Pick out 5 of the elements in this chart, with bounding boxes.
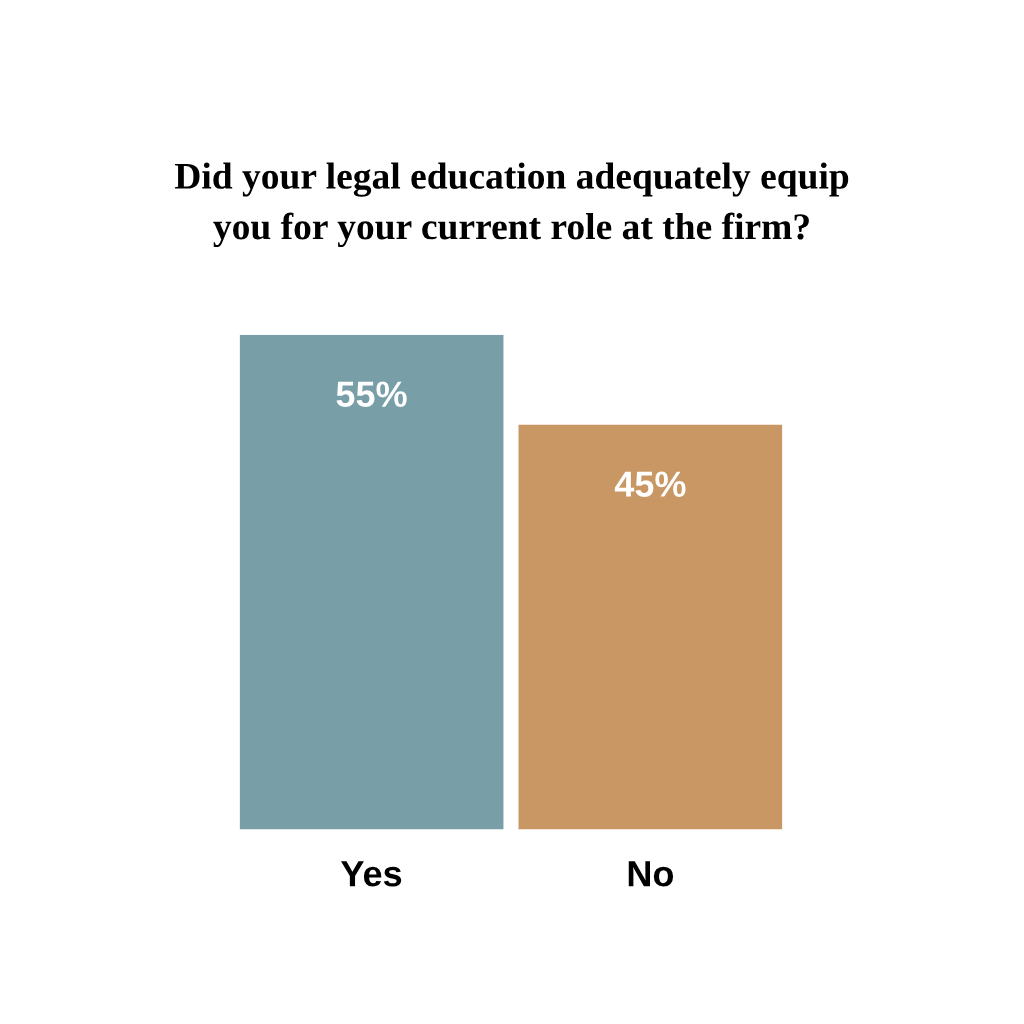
x-tick-label: No bbox=[628, 861, 674, 887]
chart-title: Did your legal education adequately equip you for your current role at the firm? bbox=[174, 162, 849, 248]
data-label: 55% bbox=[336, 381, 407, 408]
x-tick-label: Yes bbox=[341, 861, 402, 887]
data-label: 45% bbox=[614, 471, 686, 497]
